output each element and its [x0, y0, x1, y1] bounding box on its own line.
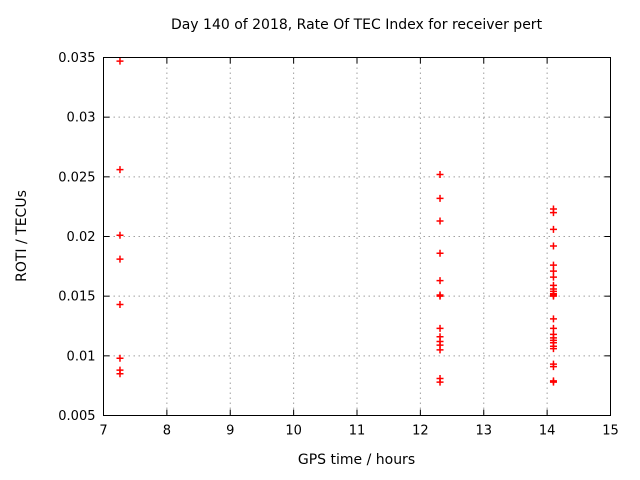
data-point-marker	[436, 170, 444, 178]
data-point-marker	[549, 267, 557, 275]
x-tick-label: 12	[412, 424, 429, 439]
data-point-marker	[436, 324, 444, 332]
data-point-marker	[436, 249, 444, 257]
data-point-marker	[549, 324, 557, 332]
axis-ticks	[103, 57, 611, 416]
data-point-marker	[116, 166, 124, 174]
data-points	[116, 57, 557, 386]
y-tick-label: 0.005	[58, 409, 95, 424]
y-tick-label: 0.035	[58, 51, 95, 66]
data-point-marker	[116, 255, 124, 263]
data-point-marker	[436, 346, 444, 354]
x-axis-label: GPS time / hours	[297, 452, 416, 468]
x-tick-label: 15	[602, 424, 619, 439]
y-tick-label: 0.02	[67, 230, 96, 245]
data-point-marker	[436, 217, 444, 225]
data-point-marker	[116, 231, 124, 239]
x-tick-label: 11	[349, 424, 366, 439]
y-tick-label: 0.03	[67, 111, 96, 126]
y-tick-label: 0.015	[58, 290, 95, 305]
y-tick-label: 0.01	[67, 349, 96, 364]
x-tick-label: 10	[285, 424, 302, 439]
data-point-marker	[549, 273, 557, 281]
data-point-marker	[549, 292, 557, 300]
x-tick-label: 7	[99, 424, 107, 439]
data-point-marker	[436, 292, 444, 300]
data-point-marker	[549, 209, 557, 217]
data-point-marker	[549, 315, 557, 323]
y-tick-label: 0.025	[58, 170, 95, 185]
data-point-marker	[549, 345, 557, 353]
data-point-marker	[116, 301, 124, 309]
data-point-marker	[436, 277, 444, 285]
data-point-marker	[436, 194, 444, 202]
x-tick-label: 13	[475, 424, 492, 439]
tick-labels: 7 8 9 10 11 12 13 14 15 0.005 0.01 0.015 0.02 0.025 0.…	[58, 51, 618, 439]
data-point-marker	[549, 378, 557, 386]
grid-lines	[103, 57, 611, 416]
x-tick-label: 14	[539, 424, 556, 439]
x-tick-label: 9	[226, 424, 234, 439]
data-point-marker	[436, 378, 444, 386]
data-point-marker	[549, 261, 557, 269]
x-tick-label: 8	[163, 424, 171, 439]
data-point-marker	[549, 363, 557, 371]
chart-title: Day 140 of 2018, Rate Of TEC Index for r…	[170, 17, 543, 33]
data-point-marker	[549, 225, 557, 233]
data-point-marker	[549, 242, 557, 250]
data-point-marker	[116, 57, 124, 65]
data-point-marker	[116, 354, 124, 362]
data-point-marker	[116, 370, 124, 378]
plot-border	[103, 57, 611, 416]
